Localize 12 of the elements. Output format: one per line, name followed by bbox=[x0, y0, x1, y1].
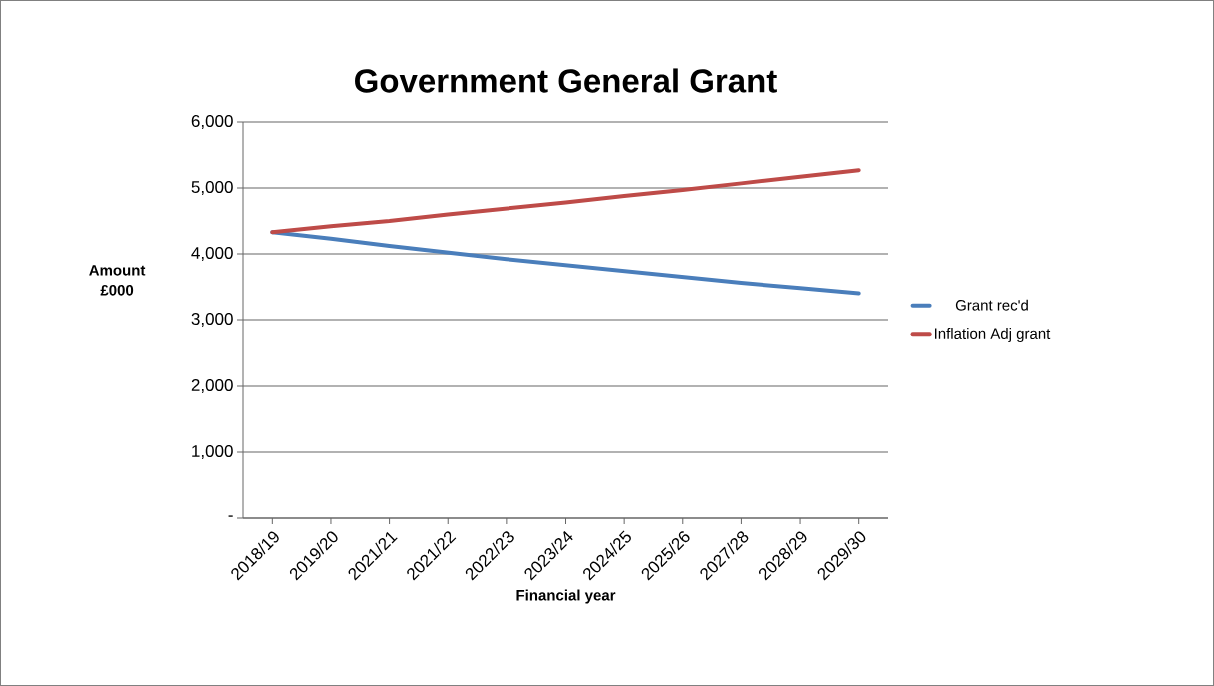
y-tick-label: 6,000 bbox=[191, 114, 233, 130]
chart-title: Government General Grant bbox=[355, 68, 777, 93]
y-axis-title: Amount £000 bbox=[89, 265, 146, 296]
y-tick-label: 2,000 bbox=[191, 378, 233, 394]
legend-label: Grant rec'd bbox=[955, 299, 1028, 311]
y-tick-label: 3,000 bbox=[191, 312, 233, 328]
legend-label: Inflation Adj grant bbox=[935, 328, 1051, 342]
x-axis-title: Financial year bbox=[516, 589, 616, 604]
y-tick-label: 4,000 bbox=[191, 246, 233, 262]
y-tick-label: 5,000 bbox=[191, 180, 233, 196]
y-tick-label: - bbox=[228, 515, 233, 517]
y-tick-label: 1,000 bbox=[192, 444, 233, 460]
